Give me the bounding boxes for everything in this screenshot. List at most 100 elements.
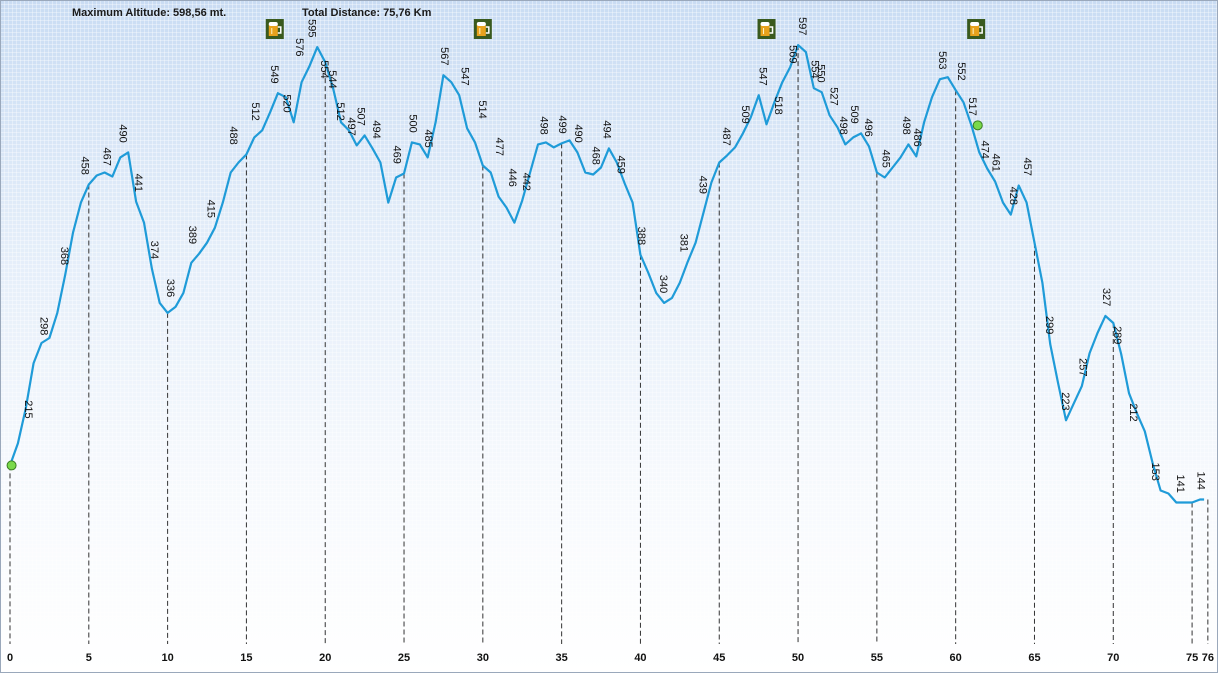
altitude-label: 569 bbox=[786, 45, 798, 63]
altitude-label: 520 bbox=[280, 94, 292, 112]
altitude-label: 500 bbox=[406, 114, 418, 132]
altitude-label: 458 bbox=[79, 157, 91, 175]
x-tick-label: 30 bbox=[477, 652, 489, 664]
altitude-label: 141 bbox=[1174, 475, 1186, 493]
altitude-label: 299 bbox=[1043, 316, 1055, 334]
altitude-label: 567 bbox=[438, 47, 450, 65]
altitude-label: 442 bbox=[520, 173, 532, 191]
altitude-label: 512 bbox=[334, 102, 346, 120]
altitude-label: 465 bbox=[879, 150, 891, 168]
altitude-label: 494 bbox=[370, 120, 382, 138]
x-tick-label: 15 bbox=[240, 652, 252, 664]
x-tick-label: 20 bbox=[319, 652, 331, 664]
altitude-label: 509 bbox=[848, 105, 860, 123]
altitude-label: 552 bbox=[955, 62, 967, 80]
altitude-label: 499 bbox=[556, 115, 568, 133]
altitude-label: 512 bbox=[249, 102, 261, 120]
altitude-label: 441 bbox=[132, 174, 144, 192]
altitude-label: 514 bbox=[476, 100, 488, 118]
altitude-label: 340 bbox=[657, 275, 669, 293]
altitude-label: 497 bbox=[345, 117, 357, 135]
altitude-label: 389 bbox=[186, 226, 198, 244]
altitude-label: 576 bbox=[293, 38, 305, 56]
altitude-label: 327 bbox=[1100, 288, 1112, 306]
elevation-profile-line bbox=[8, 44, 1205, 504]
altitude-label: 490 bbox=[572, 124, 584, 142]
beer-mug-icon bbox=[967, 19, 986, 39]
altitude-label: 467 bbox=[101, 147, 113, 165]
altitude-label: 428 bbox=[1007, 187, 1019, 205]
x-tick-label: 70 bbox=[1107, 652, 1119, 664]
x-tick-label: 65 bbox=[1028, 652, 1040, 664]
altitude-label: 595 bbox=[306, 19, 318, 37]
x-tick-label: 55 bbox=[871, 652, 883, 664]
x-tick-label: 76 bbox=[1202, 652, 1214, 664]
altitude-label: 509 bbox=[739, 105, 751, 123]
waypoint-marker bbox=[6, 460, 17, 471]
altitude-label: 498 bbox=[837, 116, 849, 134]
altitude-label: 527 bbox=[827, 87, 839, 105]
x-tick-label: 10 bbox=[161, 652, 173, 664]
altitude-label: 474 bbox=[979, 140, 991, 158]
max-altitude-label: Maximum Altitude: 598,56 mt. bbox=[72, 7, 227, 19]
altitude-label: 461 bbox=[990, 154, 1002, 172]
waypoint-marker bbox=[972, 120, 983, 131]
altitude-label: 485 bbox=[422, 129, 434, 147]
x-tick-label: 0 bbox=[7, 652, 13, 664]
beer-mug-icon bbox=[265, 19, 284, 39]
altitude-label: 487 bbox=[720, 127, 732, 145]
altitude-label: 368 bbox=[58, 247, 70, 265]
altitude-label: 507 bbox=[354, 107, 366, 125]
altitude-label: 517 bbox=[966, 97, 978, 115]
altitude-label: 488 bbox=[227, 126, 239, 144]
altitude-label: 554 bbox=[808, 60, 820, 78]
x-tick-label: 40 bbox=[634, 652, 646, 664]
altitude-label: 486 bbox=[911, 128, 923, 146]
altitude-label: 153 bbox=[1149, 463, 1161, 481]
altitude-label: 257 bbox=[1076, 358, 1088, 376]
altitude-label: 494 bbox=[600, 120, 612, 138]
altitude-label: 336 bbox=[164, 279, 176, 297]
x-tick-label: 45 bbox=[713, 652, 725, 664]
altitude-label: 298 bbox=[38, 317, 50, 335]
altitude-label: 518 bbox=[772, 96, 784, 114]
altitude-label: 388 bbox=[635, 227, 647, 245]
altitude-label: 490 bbox=[116, 124, 128, 142]
x-tick-label: 35 bbox=[556, 652, 568, 664]
altitude-label: 469 bbox=[391, 145, 403, 163]
x-tick-label: 75 bbox=[1186, 652, 1198, 664]
altitude-label: 374 bbox=[148, 241, 160, 259]
altitude-label: 215 bbox=[22, 400, 34, 418]
x-tick-label: 5 bbox=[86, 652, 92, 664]
altitude-label: 415 bbox=[205, 200, 217, 218]
altitude-label: 563 bbox=[936, 51, 948, 69]
altitude-label: 223 bbox=[1059, 392, 1071, 410]
altitude-label: 212 bbox=[1127, 403, 1139, 421]
altitude-label: 289 bbox=[1111, 326, 1123, 344]
altitude-label: 446 bbox=[506, 169, 518, 187]
altitude-label: 498 bbox=[900, 116, 912, 134]
altitude-label: 477 bbox=[493, 137, 505, 155]
altitude-label: 597 bbox=[796, 17, 808, 35]
total-distance-label: Total Distance: 75,76 Km bbox=[302, 7, 432, 19]
altitude-label: 439 bbox=[696, 176, 708, 194]
altitude-label: 547 bbox=[458, 67, 470, 85]
x-tick-label: 25 bbox=[398, 652, 410, 664]
x-tick-label: 50 bbox=[792, 652, 804, 664]
altitude-label: 459 bbox=[615, 156, 627, 174]
altitude-label: 457 bbox=[1021, 158, 1033, 176]
altitude-label: 144 bbox=[1195, 472, 1207, 490]
altitude-label: 554 bbox=[318, 60, 330, 78]
altitude-label: 381 bbox=[678, 234, 690, 252]
altitude-label: 496 bbox=[862, 118, 874, 136]
altitude-label: 498 bbox=[537, 116, 549, 134]
altitude-label: 550 bbox=[815, 64, 827, 82]
altitude-label: 544 bbox=[326, 70, 338, 88]
beer-mug-icon bbox=[757, 19, 776, 39]
x-tick-label: 60 bbox=[950, 652, 962, 664]
altitude-label: 549 bbox=[268, 65, 280, 83]
altitude-label: 468 bbox=[589, 146, 601, 164]
beer-mug-icon bbox=[473, 19, 492, 39]
